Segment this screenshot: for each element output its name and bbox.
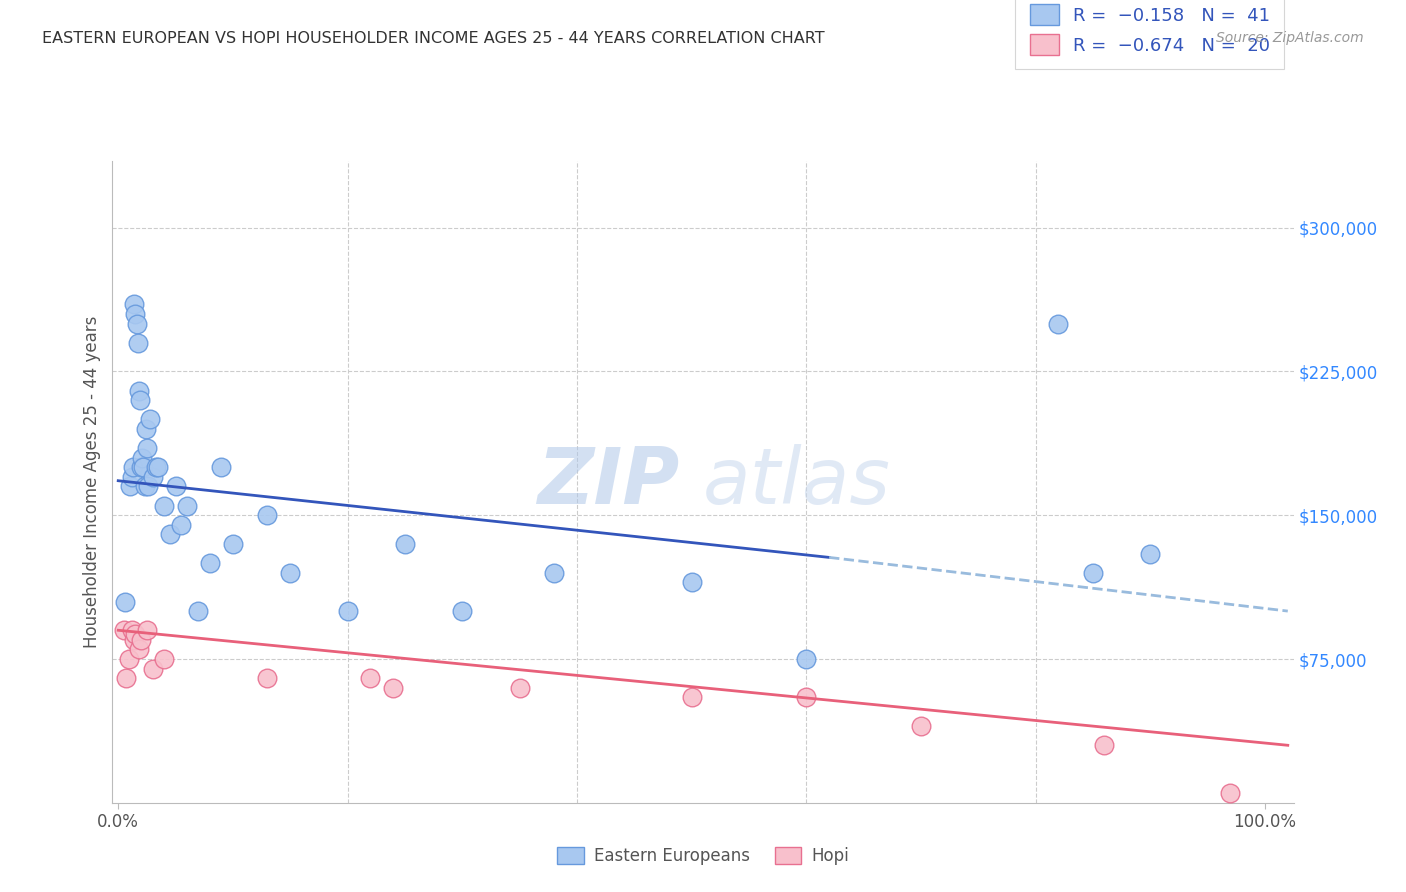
Point — [135, 422, 157, 436]
Point — [165, 479, 187, 493]
Point — [336, 604, 359, 618]
Point — [122, 297, 145, 311]
Point — [451, 604, 474, 618]
Point — [681, 575, 703, 590]
Point — [125, 317, 148, 331]
Point — [1092, 739, 1115, 753]
Point — [209, 460, 232, 475]
Point — [198, 556, 221, 570]
Y-axis label: Householder Income Ages 25 - 44 years: Householder Income Ages 25 - 44 years — [83, 316, 101, 648]
Point — [145, 460, 167, 475]
Point — [131, 450, 153, 465]
Point — [128, 642, 150, 657]
Point — [121, 624, 143, 638]
Point — [121, 470, 143, 484]
Point — [122, 460, 145, 475]
Point — [127, 335, 149, 350]
Point — [142, 470, 165, 484]
Point — [256, 508, 278, 523]
Point — [135, 624, 157, 638]
Point — [359, 671, 381, 685]
Point — [112, 624, 135, 638]
Point — [153, 652, 176, 666]
Text: ZIP: ZIP — [537, 443, 679, 520]
Point — [132, 460, 155, 475]
Point — [142, 662, 165, 676]
Point — [176, 499, 198, 513]
Text: Source: ZipAtlas.com: Source: ZipAtlas.com — [1216, 31, 1364, 45]
Point — [543, 566, 565, 580]
Point — [118, 479, 141, 493]
Point — [1219, 786, 1241, 800]
Point — [256, 671, 278, 685]
Point — [159, 527, 181, 541]
Point — [122, 632, 145, 647]
Point — [129, 632, 152, 647]
Text: atlas: atlas — [703, 443, 891, 520]
Point — [394, 537, 416, 551]
Point — [278, 566, 301, 580]
Point — [114, 594, 136, 608]
Text: EASTERN EUROPEAN VS HOPI HOUSEHOLDER INCOME AGES 25 - 44 YEARS CORRELATION CHART: EASTERN EUROPEAN VS HOPI HOUSEHOLDER INC… — [42, 31, 825, 46]
Point — [1081, 566, 1104, 580]
Point — [222, 537, 245, 551]
Point — [124, 307, 146, 321]
Point — [187, 604, 209, 618]
Legend: Eastern Europeans, Hopi: Eastern Europeans, Hopi — [550, 840, 856, 871]
Point — [382, 681, 405, 695]
Point — [117, 652, 139, 666]
Point — [1139, 547, 1161, 561]
Point — [115, 671, 138, 685]
Point — [681, 690, 703, 705]
Point — [128, 384, 150, 398]
Point — [129, 460, 152, 475]
Point — [134, 479, 156, 493]
Point — [148, 460, 170, 475]
Point — [124, 627, 146, 641]
Point — [153, 499, 176, 513]
Point — [910, 719, 932, 733]
Point — [129, 393, 152, 408]
Point — [794, 652, 817, 666]
Point — [794, 690, 817, 705]
Point — [135, 441, 157, 455]
Point — [136, 479, 159, 493]
Point — [1047, 317, 1070, 331]
Point — [139, 412, 162, 426]
Point — [509, 681, 531, 695]
Point — [170, 517, 193, 532]
